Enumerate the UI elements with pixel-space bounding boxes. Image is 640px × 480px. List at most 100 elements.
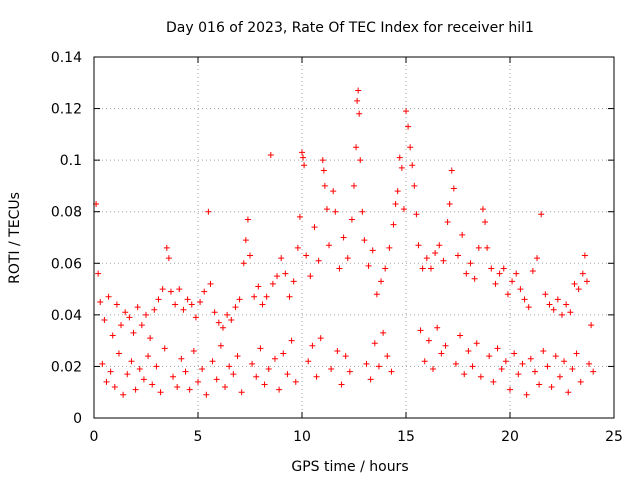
data-point	[226, 363, 233, 370]
data-point	[199, 366, 206, 373]
data-point	[170, 373, 177, 380]
data-point	[122, 309, 129, 316]
data-point	[546, 301, 553, 308]
data-point	[192, 314, 199, 321]
data-point	[271, 355, 278, 362]
data-point	[509, 278, 516, 285]
data-point	[296, 213, 303, 220]
data-point	[461, 371, 468, 378]
data-point	[197, 298, 204, 305]
data-point	[436, 242, 443, 249]
data-point	[188, 301, 195, 308]
data-point	[265, 366, 272, 373]
data-point	[450, 185, 457, 192]
data-point	[396, 154, 403, 161]
data-point	[446, 200, 453, 207]
y-tick-label: 0.08	[51, 205, 82, 221]
y-tick-label: 0.1	[60, 153, 82, 169]
data-point	[361, 237, 368, 244]
data-point	[567, 309, 574, 316]
data-point	[300, 154, 307, 161]
data-point	[151, 306, 158, 313]
data-point	[282, 270, 289, 277]
x-tick-label: 5	[194, 429, 203, 445]
data-point	[95, 270, 102, 277]
data-point	[174, 384, 181, 391]
data-point	[521, 296, 528, 303]
data-point	[575, 286, 582, 293]
data-point	[507, 386, 513, 393]
data-point	[228, 317, 235, 324]
data-point	[143, 311, 149, 318]
data-point	[452, 360, 459, 367]
data-point	[149, 381, 156, 388]
data-point	[155, 296, 162, 303]
data-point	[348, 216, 355, 223]
data-point	[359, 208, 366, 215]
data-point	[471, 275, 478, 282]
data-point	[569, 366, 576, 373]
chart-title: Day 016 of 2023, Rate Of TEC Index for r…	[166, 20, 534, 36]
data-point	[369, 247, 376, 254]
data-point	[118, 322, 125, 329]
data-point	[313, 373, 320, 380]
data-point	[167, 288, 174, 295]
data-point	[234, 353, 241, 360]
axis-ticks: 0 5 10 15 20 25 0 0.02 0.04 0.06 0.08 0.1 0.12 0.14	[51, 50, 623, 445]
data-point	[236, 296, 243, 303]
data-point	[457, 332, 464, 339]
data-point	[276, 386, 283, 393]
y-tick-label: 0.06	[51, 256, 82, 272]
data-point	[419, 265, 426, 272]
data-point	[247, 252, 253, 259]
y-tick-label: 0	[73, 411, 82, 427]
data-point	[479, 206, 486, 213]
plot-frame	[93, 56, 615, 419]
data-point	[219, 324, 226, 331]
data-point	[444, 219, 451, 226]
data-point	[307, 273, 314, 280]
data-point	[222, 384, 229, 391]
data-point	[556, 373, 563, 380]
data-point	[463, 270, 470, 277]
data-point	[571, 280, 578, 287]
data-point	[294, 244, 301, 251]
data-point	[459, 231, 466, 238]
data-point	[405, 123, 412, 130]
data-point	[315, 257, 322, 264]
data-point	[417, 327, 424, 334]
data-point	[523, 391, 530, 398]
grid-lines	[94, 57, 614, 418]
data-point	[321, 182, 328, 189]
data-point	[328, 366, 335, 373]
data-point	[500, 265, 507, 272]
data-point	[455, 252, 461, 259]
data-point	[388, 368, 395, 375]
data-point	[115, 350, 122, 357]
data-point	[326, 242, 333, 249]
data-point	[496, 270, 503, 277]
data-marks	[93, 87, 597, 398]
data-point	[340, 234, 347, 241]
data-point	[120, 391, 127, 398]
data-point	[163, 244, 170, 251]
data-point	[351, 182, 357, 189]
data-point	[559, 311, 565, 318]
data-point	[425, 337, 432, 344]
data-point	[230, 371, 237, 378]
data-point	[494, 345, 501, 352]
data-point	[184, 296, 191, 303]
data-point	[534, 255, 541, 262]
data-point	[400, 206, 407, 213]
data-point	[486, 353, 493, 360]
data-point	[540, 347, 547, 354]
data-point	[259, 301, 266, 308]
data-point	[269, 280, 276, 287]
data-point	[473, 340, 480, 347]
data-point	[363, 360, 370, 367]
data-point	[309, 342, 316, 349]
x-tick-label: 0	[90, 429, 99, 445]
data-point	[502, 358, 509, 365]
data-point	[448, 167, 455, 174]
